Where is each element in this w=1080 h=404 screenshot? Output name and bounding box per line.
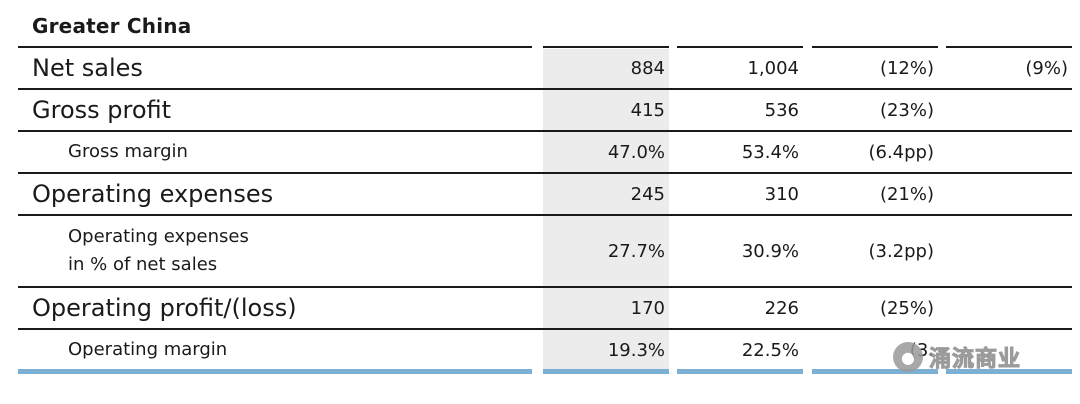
cell-value: (6.4pp): [868, 141, 934, 163]
row-label-line: in % of net sales: [68, 254, 218, 275]
row-divider: [18, 328, 1072, 330]
cell-value: [946, 216, 1068, 286]
cell-value: [946, 174, 1068, 214]
cell-value: (21%): [879, 183, 934, 205]
cell-value: 30.9%: [741, 240, 799, 262]
row-divider: [18, 130, 1072, 132]
cell-value: 170: [630, 297, 665, 319]
cell-value: [946, 90, 1068, 130]
top-rule-col2: [677, 46, 803, 48]
cell-value: 27.7%: [607, 240, 665, 262]
cell-value: 536: [764, 99, 799, 121]
row-divider: [18, 172, 1072, 174]
cell-value: 310: [764, 183, 799, 205]
bottom-rule-col4: [946, 369, 1072, 374]
cell-value: (3.2pp): [868, 240, 934, 262]
cell-value: 415: [630, 99, 665, 121]
row-label-opex-ratio: Operating expenses in % of net sales: [68, 222, 249, 280]
cell-value: 884: [630, 57, 665, 79]
bottom-rule-col1: [543, 369, 669, 374]
cell-value: [946, 288, 1068, 328]
row-label-gross-margin: Gross margin: [68, 141, 188, 162]
cell-value: 1,004: [747, 57, 799, 79]
bottom-rule-col2: [677, 369, 803, 374]
row-label-net-sales: Net sales: [32, 54, 143, 82]
row-divider: [18, 88, 1072, 90]
cell-value: 22.5%: [741, 339, 799, 361]
table-title: Greater China: [32, 14, 192, 38]
row-label-operating-expenses: Operating expenses: [32, 180, 274, 208]
watermark: ● 涌流商业: [893, 338, 1021, 376]
row-label-gross-profit: Gross profit: [32, 96, 172, 124]
watermark-text: 涌流商业: [928, 347, 1022, 373]
wechat-icon: ●: [893, 342, 923, 372]
top-rule-col1: [543, 46, 669, 48]
row-divider: [18, 214, 1072, 216]
cell-value: (25%): [879, 297, 934, 319]
cell-value: (23%): [879, 99, 934, 121]
top-rule-label: [18, 46, 532, 48]
cell-value: 47.0%: [607, 141, 665, 163]
cell-value: [946, 132, 1068, 172]
cell-value: 226: [764, 297, 799, 319]
bottom-rule-col3: [812, 369, 938, 374]
row-label-operating-margin: Operating margin: [68, 339, 228, 360]
top-rule-col3: [812, 46, 938, 48]
row-divider: [18, 286, 1072, 288]
row-label-line: Operating expenses: [68, 226, 249, 247]
top-rule-col4: [946, 46, 1072, 48]
cell-value: 19.3%: [607, 339, 665, 361]
cell-value: 53.4%: [741, 141, 799, 163]
cell-value: (9%): [1025, 57, 1068, 79]
bottom-rule-label: [18, 369, 532, 374]
row-label-operating-profit: Operating profit/(loss): [32, 294, 297, 322]
current-year-column-shade: [543, 49, 669, 370]
cell-value: (12%): [879, 57, 934, 79]
cell-value: 245: [630, 183, 665, 205]
